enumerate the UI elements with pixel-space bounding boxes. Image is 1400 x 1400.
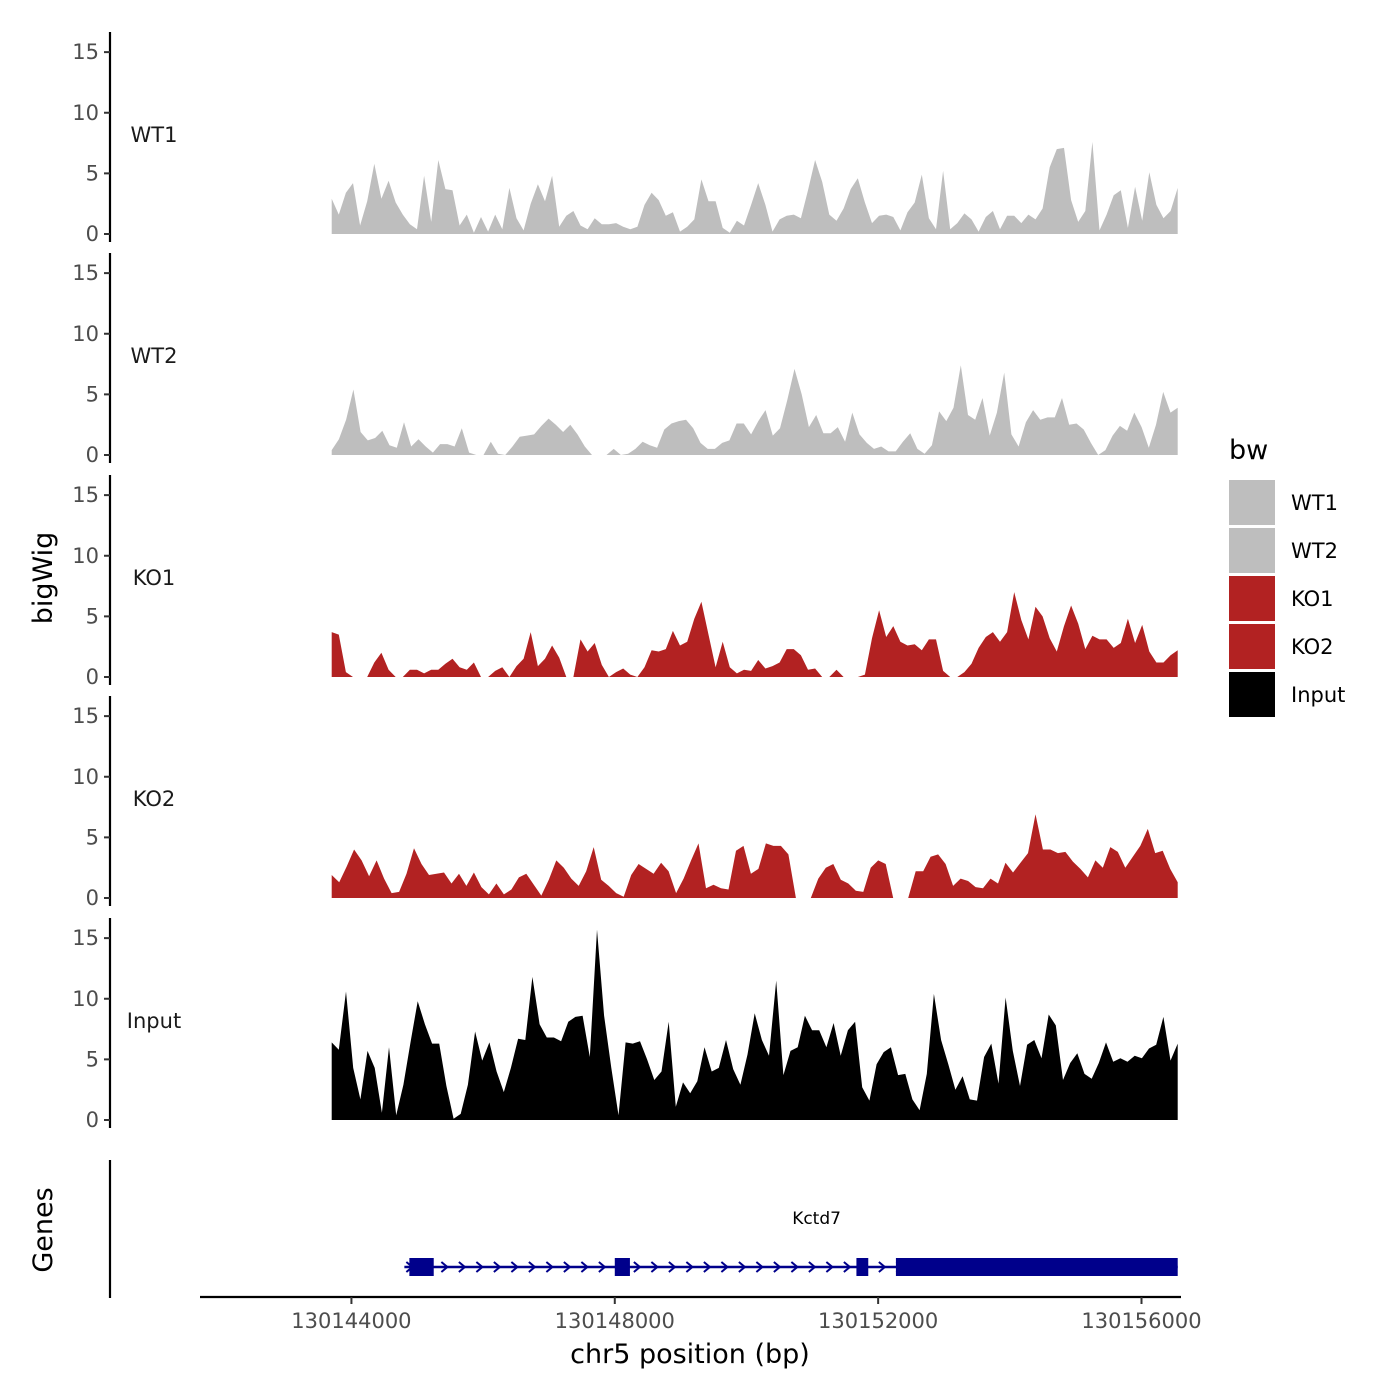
gene-exon xyxy=(895,1258,1178,1276)
gene-exon xyxy=(614,1258,630,1276)
strand-arrow xyxy=(738,1261,747,1273)
strand-arrow xyxy=(510,1261,519,1273)
legend-title: bw xyxy=(1229,435,1268,466)
x-axis: 130144000 130148000 130152000 130156000 xyxy=(200,1295,1202,1333)
y-tick-label: 15 xyxy=(72,926,99,950)
x-axis-title: chr5 position (bp) xyxy=(570,1339,810,1370)
track-label: Input xyxy=(127,1009,181,1033)
strand-arrow xyxy=(563,1261,572,1273)
strand-arrow xyxy=(668,1261,677,1273)
strand-arrow xyxy=(528,1261,537,1273)
strand-arrow xyxy=(650,1261,659,1273)
strand-arrow xyxy=(545,1261,554,1273)
strand-arrow xyxy=(440,1261,449,1273)
strand-arrow xyxy=(878,1261,887,1273)
y-tick-label: 10 xyxy=(72,322,99,346)
strand-arrow xyxy=(720,1261,729,1273)
y-tick-label: 5 xyxy=(86,382,99,406)
coverage-area-input xyxy=(331,929,1178,1120)
y-tick-label: 0 xyxy=(86,1108,99,1132)
y-tick-label: 0 xyxy=(86,443,99,467)
strand-arrow xyxy=(808,1261,817,1273)
coverage-area-wt2 xyxy=(331,365,1178,455)
legend-swatch-ko1 xyxy=(1229,576,1275,621)
y-tick-label: 15 xyxy=(72,704,99,728)
strand-arrow xyxy=(790,1261,799,1273)
gene-exon xyxy=(856,1258,869,1276)
coverage-area-ko2 xyxy=(331,814,1178,898)
x-tick-label: 130152000 xyxy=(818,1309,938,1333)
strand-arrow xyxy=(458,1261,467,1273)
legend-label: WT2 xyxy=(1291,539,1338,563)
strand-arrow xyxy=(755,1261,764,1273)
y-tick-label: 10 xyxy=(72,987,99,1011)
legend-swatch-ko2 xyxy=(1229,624,1275,669)
legend-label: WT1 xyxy=(1291,491,1338,515)
track-ko2: 0 5 10 15 KO2 xyxy=(72,696,1178,910)
legend-swatch-wt2 xyxy=(1229,528,1275,573)
track-wt2: 0 5 10 15 WT2 xyxy=(72,253,1178,467)
y-tick-label: 15 xyxy=(72,40,99,64)
y-tick-label: 10 xyxy=(72,101,99,125)
y-tick-label: 0 xyxy=(86,886,99,910)
gene-exon xyxy=(409,1258,434,1276)
track-wt1: 0 5 10 15 WT1 xyxy=(72,32,1178,246)
strand-arrow xyxy=(475,1261,484,1273)
x-tick-label: 130156000 xyxy=(1081,1309,1201,1333)
legend-label: KO2 xyxy=(1291,635,1334,659)
track-label: WT1 xyxy=(131,123,178,147)
strand-arrow xyxy=(773,1261,782,1273)
coverage-area-ko1 xyxy=(331,592,1178,677)
strand-arrow xyxy=(685,1261,694,1273)
legend-swatch-input xyxy=(1229,672,1275,717)
strand-arrow xyxy=(580,1261,589,1273)
y-tick-label: 0 xyxy=(86,665,99,689)
legend-swatch-wt1 xyxy=(1229,480,1275,525)
genes-axis-title: Genes xyxy=(28,1187,59,1272)
strand-arrow xyxy=(493,1261,502,1273)
track-label: WT2 xyxy=(131,344,178,368)
track-label: KO1 xyxy=(133,566,176,590)
y-tick-label: 10 xyxy=(72,765,99,789)
y-tick-label: 15 xyxy=(72,483,99,507)
strand-arrow xyxy=(633,1261,642,1273)
strand-arrow xyxy=(843,1261,852,1273)
coverage-area-wt1 xyxy=(331,141,1178,234)
y-tick-label: 5 xyxy=(86,161,99,185)
y-tick-label: 0 xyxy=(86,222,99,246)
strand-arrow xyxy=(703,1261,712,1273)
legend-label: Input xyxy=(1291,683,1345,707)
x-tick-label: 130148000 xyxy=(555,1309,675,1333)
strand-arrow xyxy=(598,1261,607,1273)
y-tick-label: 10 xyxy=(72,544,99,568)
y-tick-label: 5 xyxy=(86,825,99,849)
legend-label: KO1 xyxy=(1291,587,1334,611)
x-tick-label: 130144000 xyxy=(291,1309,411,1333)
track-input: 0 5 10 15 Input xyxy=(72,918,1178,1132)
gene-name-label: Kctd7 xyxy=(792,1209,841,1229)
coverage-tracks: 0 5 10 15 WT1 0 5 10 15 WT2 0 5 10 15 KO1 0 5 10 15 KO2 0 5 10… xyxy=(72,32,1178,1132)
y-tick-label: 5 xyxy=(86,1047,99,1071)
gene-track: Kctd7 xyxy=(108,1160,1178,1298)
y-axis-title: bigWig xyxy=(28,532,59,625)
strand-arrow xyxy=(825,1261,834,1273)
y-tick-label: 5 xyxy=(86,604,99,628)
track-ko1: 0 5 10 15 KO1 xyxy=(72,475,1178,689)
y-tick-label: 15 xyxy=(72,261,99,285)
track-label: KO2 xyxy=(133,787,176,811)
legend: bw WT1 WT2 KO1 KO2 Input xyxy=(1229,435,1345,717)
